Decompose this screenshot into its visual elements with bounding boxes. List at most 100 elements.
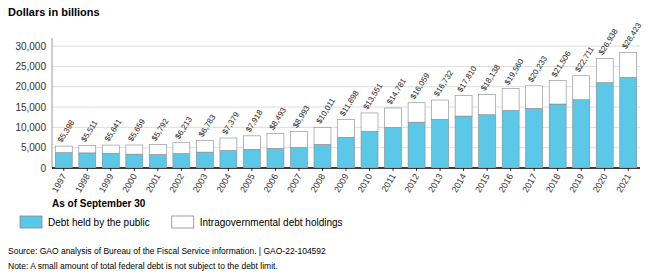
- total-label: $6,213: [173, 115, 194, 141]
- total-label: $20,233: [526, 54, 549, 84]
- total-label: $22,711: [573, 45, 596, 74]
- total-label: $16,059: [409, 71, 432, 101]
- x-tick: [251, 168, 252, 171]
- bar: [526, 86, 543, 109]
- bar: [549, 81, 566, 104]
- y-axis-line: [52, 38, 53, 168]
- bar: [314, 144, 331, 168]
- x-tick-label: 2007: [285, 172, 304, 194]
- x-tick: [275, 168, 276, 171]
- x-tick: [87, 168, 88, 171]
- x-tick-label: 2000: [120, 172, 139, 194]
- x-tick: [604, 168, 605, 171]
- x-tick: [157, 168, 158, 171]
- x-tick-label: 2009: [332, 172, 351, 194]
- x-tick: [581, 168, 582, 171]
- bar: [479, 94, 496, 114]
- x-tick: [110, 168, 111, 171]
- x-tick-label: 1999: [97, 172, 116, 194]
- x-tick: [204, 168, 205, 171]
- x-tick-label: 2021: [614, 172, 633, 194]
- total-label: $5,511: [79, 118, 100, 143]
- y-tick-label: 10,000: [15, 122, 46, 133]
- x-tick: [534, 168, 535, 171]
- x-tick-label: 2010: [356, 172, 375, 194]
- bar: [149, 144, 166, 154]
- bar: [385, 108, 402, 127]
- legend-label: Intragovernmental debt holdings: [200, 217, 343, 228]
- x-tick: [298, 168, 299, 171]
- bar: [526, 108, 543, 168]
- source: Source: GAO analysis of Bureau of the Fi…: [8, 246, 326, 256]
- x-tick-label: 2005: [238, 172, 257, 194]
- x-tick: [346, 168, 347, 171]
- total-label: $19,560: [503, 57, 526, 87]
- x-tick-label: 2012: [403, 172, 422, 194]
- x-tick-label: 2002: [167, 172, 186, 194]
- bar: [314, 127, 331, 144]
- x-tick: [487, 168, 488, 171]
- total-label: $5,398: [56, 118, 77, 144]
- bars: [55, 53, 636, 168]
- bar: [196, 140, 213, 152]
- grid-line: [52, 66, 640, 67]
- x-tick-label: 2017: [520, 172, 539, 194]
- total-label: $17,810: [456, 64, 479, 94]
- bar: [267, 148, 284, 168]
- grid-line: [52, 46, 640, 47]
- total-label: $5,792: [150, 117, 171, 143]
- x-tick-label: 2016: [497, 172, 516, 194]
- total-label: $7,918: [244, 108, 265, 134]
- x-tick-label: 2015: [473, 172, 492, 194]
- total-label: $10,011: [315, 96, 338, 125]
- bar: [290, 148, 307, 168]
- chart: 05,00010,00015,00020,00025,00030,0001997…: [0, 0, 650, 279]
- bar: [102, 145, 119, 153]
- bar: [79, 146, 96, 153]
- x-axis-label: As of September 30: [52, 198, 146, 209]
- y-tick-label: 30,000: [15, 41, 46, 52]
- x-tick-label: 2019: [567, 172, 586, 194]
- bar: [220, 151, 237, 168]
- legend-label: Debt held by the public: [48, 217, 150, 228]
- bar: [455, 96, 472, 116]
- y-tick-label: 25,000: [15, 61, 46, 72]
- bar: [549, 104, 566, 168]
- note: Note: A small amount of total federal de…: [8, 261, 278, 271]
- bar: [149, 155, 166, 168]
- bar: [573, 100, 590, 168]
- x-tick: [369, 168, 370, 171]
- total-label: $14,781: [385, 76, 408, 106]
- x-tick: [463, 168, 464, 171]
- bar: [620, 77, 637, 168]
- x-tick: [134, 168, 135, 171]
- y-tick-label: 0: [40, 163, 46, 174]
- bar: [408, 122, 425, 168]
- total-label: $26,938: [597, 27, 620, 57]
- legend-swatch: [20, 216, 42, 228]
- bar: [596, 83, 613, 168]
- x-tick: [510, 168, 511, 171]
- total-label: $6,783: [197, 113, 218, 139]
- bar: [432, 119, 449, 168]
- bar: [79, 153, 96, 168]
- total-label: $8,993: [291, 104, 312, 130]
- y-tick-label: 20,000: [15, 81, 46, 92]
- x-tick-label: 2020: [591, 172, 610, 194]
- bar: [596, 59, 613, 83]
- x-tick: [393, 168, 394, 171]
- total-label: $13,551: [362, 81, 385, 111]
- x-tick-label: 2018: [544, 172, 563, 194]
- total-label: $11,898: [338, 88, 361, 117]
- total-labels: $5,398$5,511$5,641$5,659$5,792$6,213$6,7…: [56, 21, 644, 144]
- bar: [573, 76, 590, 100]
- x-tick-label: 2006: [261, 172, 280, 194]
- total-label: $7,379: [220, 110, 241, 136]
- x-tick-label: 2013: [426, 172, 445, 194]
- bar: [432, 100, 449, 119]
- x-tick-label: 1998: [73, 172, 92, 194]
- total-label: $5,659: [126, 117, 147, 143]
- x-tick: [63, 168, 64, 171]
- bar: [479, 115, 496, 168]
- x-tick: [416, 168, 417, 171]
